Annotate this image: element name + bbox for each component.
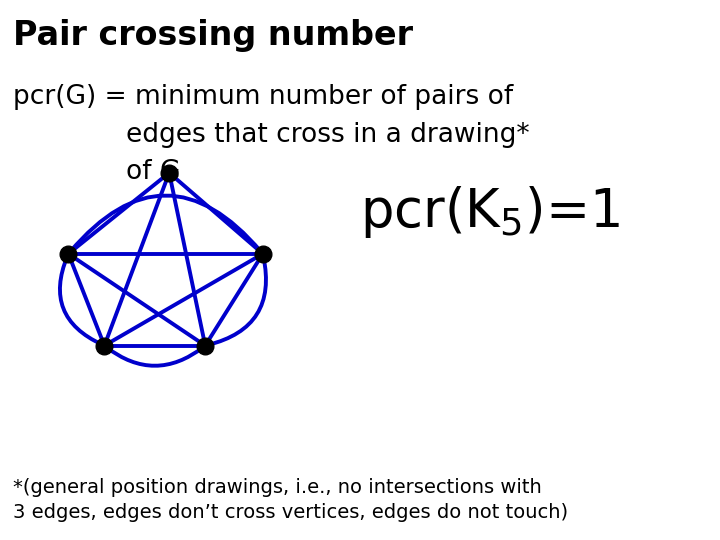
Text: 3 edges, edges don’t cross vertices, edges do not touch): 3 edges, edges don’t cross vertices, edg… bbox=[13, 503, 568, 522]
Text: pcr(G) = minimum number of pairs of: pcr(G) = minimum number of pairs of bbox=[13, 84, 513, 110]
Text: edges that cross in a drawing*: edges that cross in a drawing* bbox=[126, 122, 530, 147]
Text: pcr(K$_5$)=1: pcr(K$_5$)=1 bbox=[360, 184, 620, 240]
Text: of G: of G bbox=[126, 159, 181, 185]
Text: *(general position drawings, i.e., no intersections with: *(general position drawings, i.e., no in… bbox=[13, 478, 541, 497]
Text: Pair crossing number: Pair crossing number bbox=[13, 19, 413, 52]
